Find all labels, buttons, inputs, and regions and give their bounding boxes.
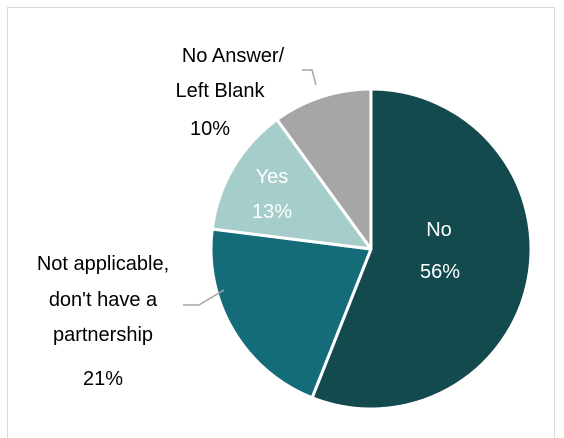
leader-lines [183, 69, 317, 306]
slice-label-no-answer-line2: Left Blank [176, 80, 266, 102]
slice-value-not-applicable: 21% [83, 368, 123, 390]
slice-label-yes: Yes [256, 166, 289, 188]
leader-line-no-answer [302, 69, 317, 86]
slice-label-not-applicable-line2: don't have a [49, 289, 158, 311]
slice-label-not-applicable-line3: partnership [53, 324, 153, 346]
slice-label-no-answer-line1: No Answer/ [182, 45, 285, 67]
slice-value-no-answer: 10% [190, 118, 230, 140]
slice-labels: No 56% Not applicable, don't have a part… [37, 45, 460, 390]
pie-slice-not-applicable [209, 227, 373, 400]
leader-line-not-applicable [183, 289, 225, 306]
slice-label-no: No [426, 219, 452, 241]
slice-value-no: 56% [420, 261, 460, 283]
pie-slice-no-answer [275, 87, 373, 251]
pie-slice-no [310, 87, 533, 411]
pie-slice-yes [210, 118, 373, 251]
pie-slices [209, 87, 533, 411]
slice-value-yes: 13% [252, 201, 292, 223]
slice-label-not-applicable-line1: Not applicable, [37, 253, 169, 275]
